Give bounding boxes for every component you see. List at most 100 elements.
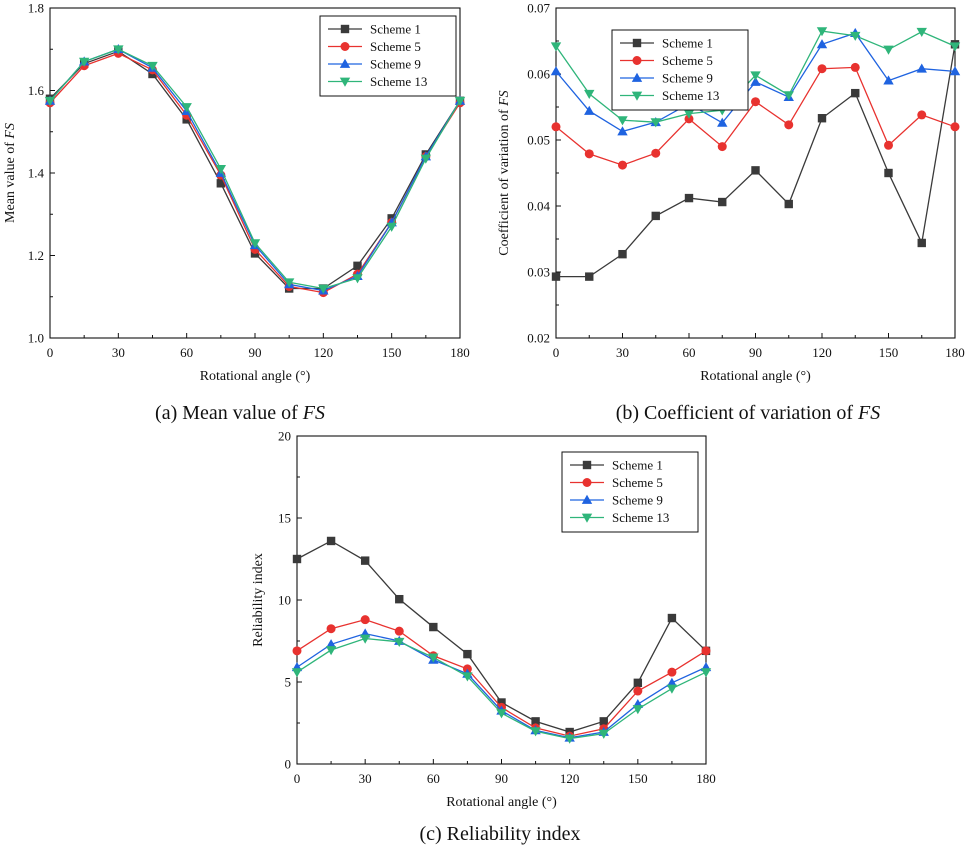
chart-b-point <box>550 42 562 52</box>
chart-a-ytick-label: 1.0 <box>28 331 44 346</box>
chart-b-point <box>584 149 594 159</box>
chart-a-xtick-label: 120 <box>314 345 334 360</box>
chart-c-point <box>496 709 507 719</box>
chart-b-point <box>584 105 595 115</box>
chart-a-xtick-label: 180 <box>450 345 470 360</box>
chart-c-point <box>326 624 336 634</box>
chart-b-ytick-label: 0.03 <box>527 265 550 280</box>
chart-b-point <box>950 122 960 132</box>
chart-b-point <box>850 62 860 72</box>
chart-b-point <box>784 199 793 209</box>
chart-c-xlabel: Rotational angle (°) <box>446 795 557 810</box>
chart-a-legend-label: Scheme 5 <box>370 39 421 54</box>
chart-c: 0 30 60 90 120 150 180 0 5 10 15 20 Rotational angle… <box>251 429 716 846</box>
chart-a-point <box>352 274 363 284</box>
chart-c-xtick-label: 60 <box>427 771 440 786</box>
chart-b-point <box>949 66 961 76</box>
chart-c-point <box>292 646 302 656</box>
chart-c-legend-label: Scheme 13 <box>612 510 669 525</box>
chart-a-point <box>216 179 226 188</box>
chart-b-point <box>851 88 860 98</box>
chart-c-legend: Scheme 1 Scheme 5 Scheme 9 Scheme 13 <box>561 451 699 533</box>
chart-a-ytick-label: 1.6 <box>28 83 45 98</box>
chart-b-ylabel-var: FS <box>497 90 512 107</box>
chart-b-point <box>784 120 794 130</box>
chart-b-point <box>884 140 893 150</box>
chart-c-ytick-label: 0 <box>285 757 292 772</box>
chart-b-legend-marker <box>631 91 643 101</box>
chart-c-xtick-label: 180 <box>696 771 716 786</box>
chart-c-xtick-label: 120 <box>560 771 580 786</box>
chart-a-point <box>283 278 295 288</box>
chart-a-legend-marker <box>339 58 351 68</box>
chart-b-point <box>751 97 760 107</box>
chart-a-legend-marker <box>339 77 351 87</box>
chart-b-point <box>751 166 760 175</box>
chart-c-legend-label: Scheme 1 <box>612 458 663 473</box>
chart-b-point <box>750 71 761 81</box>
chart-b-ylabel: Coefficient of variation of FS <box>497 90 512 255</box>
chart-b-point <box>783 91 794 101</box>
chart-c-point <box>462 672 473 682</box>
chart-a-legend-marker <box>340 42 350 51</box>
chart-a-point <box>215 164 227 175</box>
chart-b-point <box>817 64 827 74</box>
chart-a-xtick-label: 60 <box>180 345 193 360</box>
chart-b-point <box>683 109 695 119</box>
chart-a-point <box>318 284 329 294</box>
chart-b-point <box>917 110 927 120</box>
chart-c-xtick-label: 30 <box>359 771 372 786</box>
chart-c-point <box>429 622 438 632</box>
chart-b-point <box>584 89 595 99</box>
chart-a-point <box>181 103 192 113</box>
chart-b-point <box>551 272 561 281</box>
chart-b-ytick-label: 0.07 <box>527 1 550 16</box>
chart-c-ytick-label: 15 <box>278 511 291 526</box>
chart-b: 0 30 60 90 120 150 180 0.02 0.03 0.04 0.05 0.06 0.07… <box>497 1 965 425</box>
chart-b-point <box>750 76 761 86</box>
chart-b-xtick-label: 180 <box>945 345 965 360</box>
chart-b-point <box>816 39 828 49</box>
chart-c-legend-marker <box>582 460 592 470</box>
chart-a-caption: (a) Mean value of FS <box>155 402 325 424</box>
chart-a-ytick-label: 1.8 <box>28 1 44 16</box>
chart-b-ytick-label: 0.05 <box>527 133 550 148</box>
chart-a-ylabel-text: Mean value of <box>3 139 18 223</box>
chart-b-point <box>651 211 660 221</box>
chart-b-point <box>717 142 727 152</box>
chart-a-point <box>113 45 124 55</box>
chart-b-point <box>550 66 562 76</box>
chart-c-point <box>633 686 643 696</box>
chart-b-point <box>650 118 661 128</box>
chart-b-xtick-label: 60 <box>683 345 696 360</box>
chart-a-legend: Scheme 1 Scheme 5 Scheme 9 Scheme 13 <box>319 15 457 97</box>
chart-b-ylabel-text: Coefficient of variation of <box>497 106 512 256</box>
chart-b-point <box>617 126 628 136</box>
chart-b-ytick-label: 0.02 <box>527 331 550 346</box>
chart-a-point <box>386 222 397 232</box>
chart-b-point <box>618 249 627 259</box>
chart-a-ytick-label: 1.2 <box>28 248 44 263</box>
chart-a: 0 30 60 90 120 150 180 1.0 1.2 1.4 1.6 1.8 Rotationa… <box>3 1 470 425</box>
chart-b-xtick-label: 150 <box>879 345 899 360</box>
chart-a-ylabel-var: FS <box>3 123 18 140</box>
chart-c-point <box>428 653 439 663</box>
chart-c-xtick-label: 90 <box>495 771 508 786</box>
chart-b-xtick-label: 30 <box>616 345 629 360</box>
chart-a-point <box>420 154 432 164</box>
chart-c-point <box>291 668 303 678</box>
chart-c-point <box>360 556 370 565</box>
chart-b-legend-label: Scheme 9 <box>662 71 713 86</box>
chart-a-xtick-label: 90 <box>249 345 262 360</box>
chart-c-point <box>292 554 302 564</box>
chart-c-series-line-3 <box>296 637 707 740</box>
chart-a-ylabel: Mean value of FS <box>3 123 18 223</box>
chart-c-legend-marker <box>581 494 593 504</box>
chart-b-point <box>651 148 661 158</box>
chart-c-series-line-1 <box>296 619 707 737</box>
chart-a-point <box>353 261 362 271</box>
chart-a-caption-var: FS <box>302 402 325 424</box>
chart-c-series-line-2 <box>296 632 707 739</box>
chart-a-legend-marker <box>340 24 350 34</box>
